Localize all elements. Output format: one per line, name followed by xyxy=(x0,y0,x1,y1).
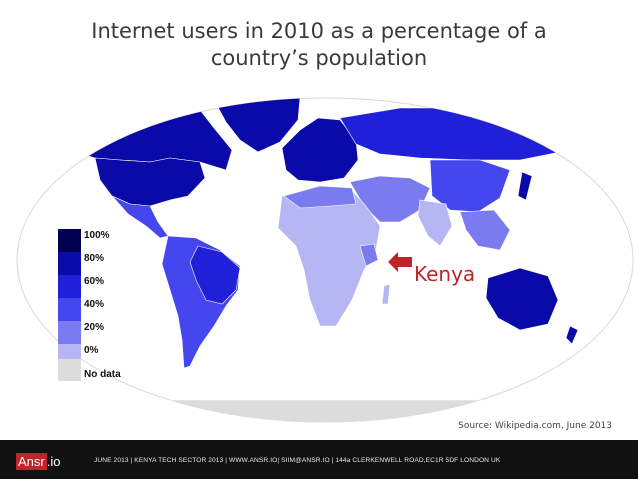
legend-item-20: 20% xyxy=(58,321,148,344)
legend-swatch xyxy=(58,298,81,321)
region-north-africa xyxy=(283,185,357,209)
region-brazil xyxy=(189,245,241,305)
legend-label: 60% xyxy=(84,276,105,287)
footer-text: JUNE 2013 | KENYA TECH SECTOR 2013 | WWW… xyxy=(94,457,501,464)
region-india xyxy=(417,199,453,247)
map-legend: 100% 80% 60% 40% 20% 0% xyxy=(58,229,148,367)
legend-item-60: 60% xyxy=(58,275,148,298)
region-russia xyxy=(339,107,581,161)
footer-bar: Ansr .io JUNE 2013 | KENYA TECH SECTOR 20… xyxy=(0,440,638,479)
legend-swatch xyxy=(58,252,81,275)
region-japan xyxy=(517,171,533,201)
legend-swatch xyxy=(58,275,81,298)
region-africa xyxy=(277,185,381,327)
logo-brand: Ansr xyxy=(16,453,47,470)
legend-label: 100% xyxy=(84,230,110,241)
region-madagascar xyxy=(381,283,391,305)
region-china xyxy=(429,159,511,213)
legend-swatch xyxy=(58,321,81,344)
legend-item-40: 40% xyxy=(58,298,148,321)
logo-suffix: .io xyxy=(46,454,61,469)
legend-item-80: 80% xyxy=(58,252,148,275)
source-credit: Source: Wikipedia.com, June 2013 xyxy=(458,421,612,431)
legend-label: 80% xyxy=(84,253,105,264)
legend-label: 40% xyxy=(84,299,105,310)
kenya-arrow xyxy=(388,252,412,272)
legend-nodata-swatch xyxy=(58,359,81,381)
map-title: Internet users in 2010 as a percentage o… xyxy=(0,18,638,72)
region-kenya xyxy=(359,243,379,267)
region-europe xyxy=(281,117,359,183)
region-se-asia xyxy=(459,209,511,251)
kenya-label: Kenya xyxy=(414,262,476,286)
legend-swatch xyxy=(58,229,81,252)
title-line-1: Internet users in 2010 as a percentage o… xyxy=(91,19,547,43)
region-alaska xyxy=(39,129,76,163)
region-greenland xyxy=(213,98,301,153)
legend-nodata-label: No data xyxy=(84,369,121,380)
title-line-2: country’s population xyxy=(210,46,428,70)
region-australia xyxy=(485,267,559,331)
legend-label: 0% xyxy=(84,345,99,356)
legend-item-100: 100% xyxy=(58,229,148,252)
ansr-logo: Ansr .io xyxy=(16,453,61,470)
region-new-zealand xyxy=(565,325,579,345)
legend-label: 20% xyxy=(84,322,105,333)
